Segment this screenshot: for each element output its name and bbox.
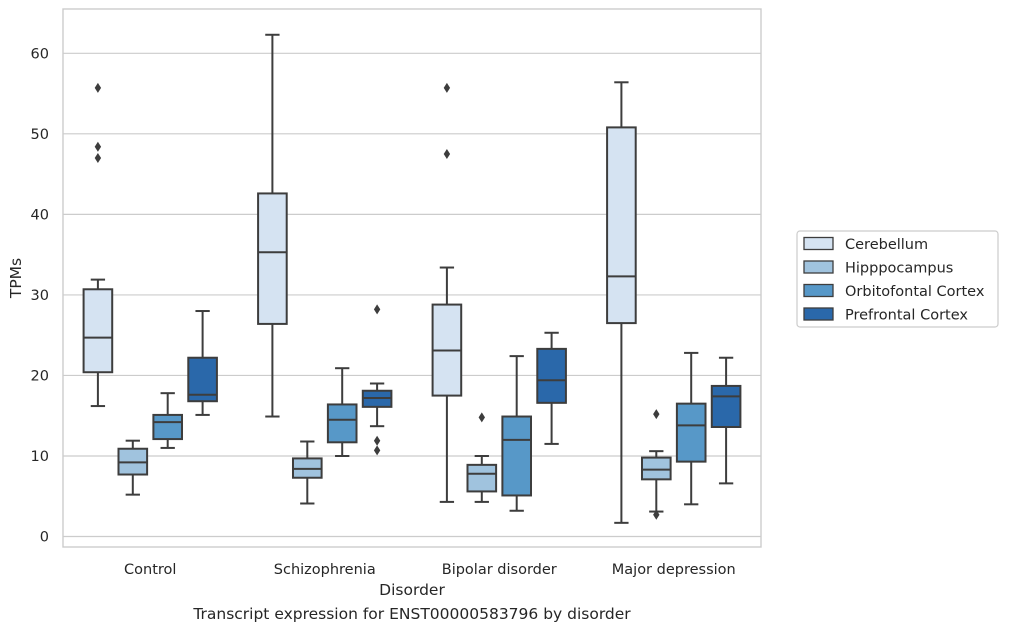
x-tick-label: Bipolar disorder bbox=[442, 562, 557, 578]
iqr-box bbox=[152, 413, 184, 441]
box-orbitofontal-cortex bbox=[326, 367, 358, 457]
legend-label: Cerebellum bbox=[845, 237, 928, 253]
box-prefrontal-cortex bbox=[187, 310, 218, 416]
y-tick-label: 40 bbox=[31, 207, 49, 223]
legend-swatch bbox=[803, 283, 834, 298]
legend-label: Hipppocampus bbox=[845, 261, 953, 277]
box-hipppocampus bbox=[117, 439, 149, 496]
outlier-point bbox=[373, 435, 381, 446]
outlier-point bbox=[478, 412, 485, 423]
box-cerebellum bbox=[606, 81, 637, 524]
iqr-box bbox=[466, 463, 498, 493]
legend: Cerebellum Hipppocampus Orbitofontal Corte… bbox=[796, 230, 999, 328]
box-orbitofontal-cortex bbox=[675, 351, 707, 506]
iqr-box bbox=[640, 456, 672, 481]
box-hipppocampus bbox=[291, 440, 323, 505]
box-series bbox=[82, 33, 742, 524]
box-prefrontal-cortex bbox=[536, 331, 567, 445]
box-hipppocampus bbox=[640, 409, 672, 520]
iqr-box bbox=[710, 384, 742, 428]
box-cerebellum bbox=[431, 82, 463, 503]
outlier-point bbox=[94, 141, 102, 152]
outlier-point bbox=[443, 148, 451, 159]
outlier-point bbox=[94, 152, 102, 163]
chart-caption: Transcript expression for ENST0000058379… bbox=[193, 605, 631, 623]
x-tick-label: Control bbox=[124, 562, 176, 578]
outlier-point bbox=[373, 445, 381, 456]
outlier-point bbox=[443, 82, 451, 93]
y-tick-label: 20 bbox=[31, 368, 49, 384]
iqr-box bbox=[675, 402, 707, 463]
box-cerebellum bbox=[257, 33, 288, 418]
y-tick-labels: 0 10 20 30 40 50 60 bbox=[31, 46, 49, 545]
legend-frame bbox=[796, 230, 999, 328]
box-hipppocampus bbox=[466, 412, 498, 503]
y-tick-label: 10 bbox=[31, 449, 49, 465]
y-tick-label: 60 bbox=[31, 46, 49, 62]
iqr-box bbox=[326, 403, 358, 444]
outlier-point bbox=[373, 304, 381, 315]
plot-frame bbox=[62, 8, 762, 548]
x-tick-label: Schizophrenia bbox=[274, 562, 376, 578]
iqr-box bbox=[82, 288, 114, 374]
outlier-point bbox=[653, 409, 660, 420]
gridlines bbox=[63, 52, 761, 538]
outlier-point bbox=[653, 509, 660, 520]
y-axis-title: TPMs bbox=[7, 258, 25, 299]
x-axis-title: Disorder bbox=[379, 581, 445, 599]
box-prefrontal-cortex bbox=[361, 304, 393, 456]
legend-swatch bbox=[803, 236, 834, 251]
box-orbitofontal-cortex bbox=[152, 392, 184, 449]
y-tick-label: 50 bbox=[31, 127, 49, 143]
outlier-point bbox=[94, 82, 102, 93]
y-tick-label: 0 bbox=[40, 530, 49, 546]
legend-label: Orbitofontal Cortex bbox=[845, 284, 985, 300]
legend-swatch bbox=[803, 260, 834, 274]
legend-label: Prefrontal Cortex bbox=[845, 308, 968, 324]
iqr-box bbox=[606, 126, 637, 325]
legend-swatch bbox=[803, 307, 834, 321]
iqr-box bbox=[501, 415, 533, 497]
x-tick-label: Major depression bbox=[612, 562, 736, 578]
x-tick-labels: Control Schizophrenia Bipolar disorder Majo… bbox=[124, 562, 736, 578]
iqr-box bbox=[257, 192, 288, 325]
box-cerebellum bbox=[82, 82, 114, 408]
y-tick-label: 30 bbox=[31, 288, 49, 304]
box-orbitofontal-cortex bbox=[501, 355, 533, 512]
box-prefrontal-cortex bbox=[710, 356, 742, 485]
iqr-box bbox=[536, 347, 567, 404]
